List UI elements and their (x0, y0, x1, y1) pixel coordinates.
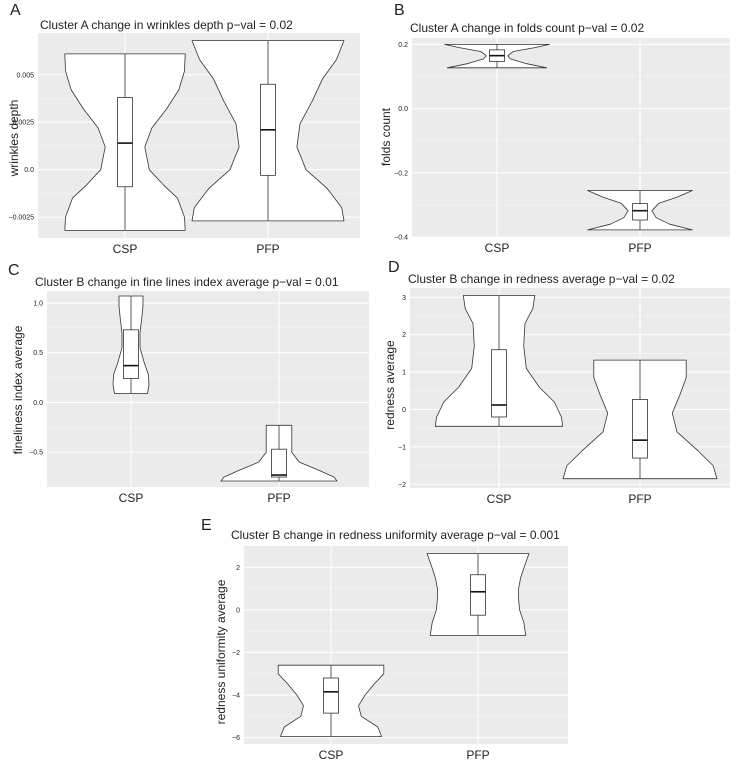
x-tick-label: CSP (119, 491, 144, 505)
panel-title: Cluster B change in redness average p−va… (408, 272, 675, 286)
x-tick-label: CSP (113, 242, 138, 256)
x-tick-label: PFP (628, 492, 651, 506)
panel-title: Cluster A change in folds count p−val = … (410, 21, 644, 35)
y-tick-label: 0.0 (24, 167, 34, 174)
y-tick-label: 0.0 (398, 106, 408, 113)
box (632, 203, 648, 221)
plot-area: −0.5 0.0 0.5 1.0 CSP PFP (29, 291, 369, 505)
y-axis-label: folds count (379, 107, 393, 166)
y-tick-label: −0.4 (394, 235, 408, 242)
y-tick-label: 0.0025 (13, 120, 35, 127)
panel-title: Cluster A change in wrinkles depth p−val… (40, 18, 293, 32)
box (470, 574, 486, 616)
box (117, 97, 133, 188)
box (271, 448, 287, 478)
plot-background (47, 291, 369, 487)
x-tick-label: CSP (487, 492, 512, 506)
y-tick-label: 0.5 (33, 350, 43, 357)
panel-letter: B (394, 2, 405, 19)
box (632, 399, 648, 459)
y-tick-label: 0.2 (398, 42, 408, 49)
plot-area: −0.4 −0.2 0.0 0.2 CSP PFP (394, 38, 730, 255)
x-tick-label: PFP (267, 491, 290, 505)
box (123, 329, 139, 379)
y-tick-label: −0.2 (394, 170, 408, 177)
y-tick-label: 1.0 (33, 300, 43, 307)
x-tick-label: CSP (485, 241, 510, 255)
y-tick-label: 0.005 (16, 72, 34, 79)
y-axis-label: redness average (383, 340, 397, 430)
panel-b: B Cluster A change in folds count p−val … (379, 2, 730, 255)
panel-letter: D (388, 259, 400, 276)
y-tick-label: 2 (402, 332, 406, 339)
box (323, 677, 339, 714)
y-tick-label: −2 (398, 482, 406, 489)
plot-background (412, 38, 730, 237)
panel-letter: A (10, 2, 21, 19)
panel-title: Cluster B change in fine lines index ave… (35, 275, 339, 289)
panel-letter: E (201, 517, 212, 534)
panel-e: E Cluster B change in redness uniformity… (201, 517, 568, 762)
box (491, 349, 507, 418)
x-tick-label: PFP (256, 242, 279, 256)
y-tick-label: −0.0025 (9, 215, 35, 222)
plot-area: −6 −4 −2 0 2 CSP PFP (232, 546, 568, 762)
panel-title: Cluster B change in redness uniformity a… (231, 528, 560, 542)
y-tick-label: 3 (402, 295, 406, 302)
panel-c: C Cluster B change in fine lines index a… (8, 262, 369, 505)
y-tick-label: −6 (232, 735, 240, 742)
panel-d: D Cluster B change in redness average p−… (383, 259, 730, 506)
y-tick-label: −2 (232, 650, 240, 657)
x-tick-label: PFP (466, 748, 489, 762)
x-tick-label: PFP (628, 241, 651, 255)
plot-area: −0.0025 0.0 0.0025 0.005 CSP PFP (9, 33, 360, 256)
y-tick-label: 2 (236, 565, 240, 572)
y-axis-label: redness uniformity average (214, 579, 228, 724)
y-tick-label: −4 (232, 693, 240, 700)
y-tick-label: 0 (402, 407, 406, 414)
y-tick-label: 0.0 (33, 400, 43, 407)
y-tick-label: −0.5 (29, 450, 43, 457)
plot-area: −2 −1 0 1 2 3 CSP PFP (398, 288, 730, 506)
panel-letter: C (8, 262, 20, 279)
panel-a: A Cluster A change in wrinkles depth p−v… (7, 2, 360, 256)
y-axis-label: wrinkles depth (7, 100, 21, 178)
x-tick-label: CSP (319, 748, 344, 762)
y-tick-label: 0 (236, 607, 240, 614)
y-tick-label: 1 (402, 370, 406, 377)
y-tick-label: −1 (398, 444, 406, 451)
y-axis-label: fineliness index average (11, 325, 25, 454)
